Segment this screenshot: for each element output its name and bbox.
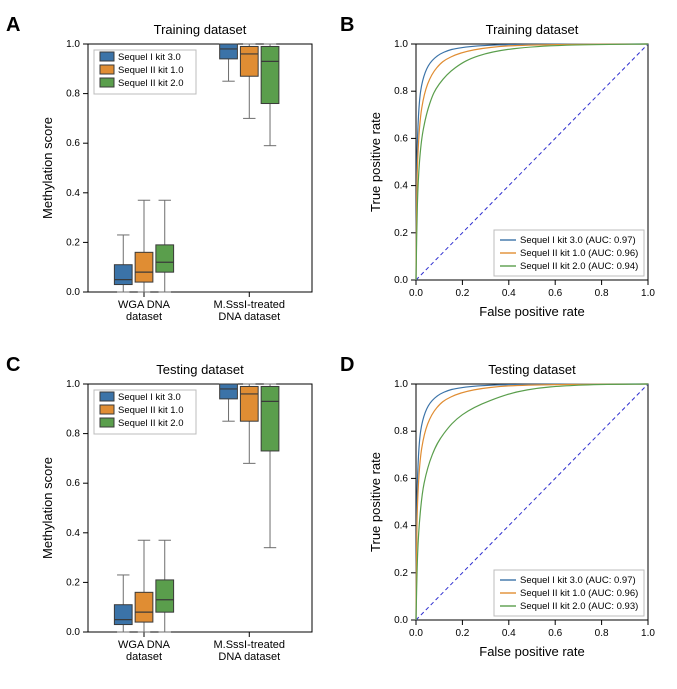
svg-text:WGA DNA: WGA DNA xyxy=(118,639,171,651)
svg-text:0.4: 0.4 xyxy=(502,288,516,299)
boxplot-training: Training dataset 0.0 0.2 0.4 0.6 0.8 1.0 Methyl… xyxy=(26,14,326,334)
svg-text:dataset: dataset xyxy=(126,311,162,323)
svg-text:0.0: 0.0 xyxy=(409,628,423,639)
svg-text:Methylation score: Methylation score xyxy=(40,117,55,219)
svg-text:Sequel II kit 1.0 (AUC: 0.96): Sequel II kit 1.0 (AUC: 0.96) xyxy=(520,588,638,599)
svg-text:Sequel II kit 2.0: Sequel II kit 2.0 xyxy=(118,418,183,429)
svg-text:Training dataset: Training dataset xyxy=(154,22,247,37)
svg-text:0.8: 0.8 xyxy=(595,628,609,639)
svg-text:0.8: 0.8 xyxy=(66,429,80,440)
svg-text:0.6: 0.6 xyxy=(548,628,562,639)
svg-text:0.4: 0.4 xyxy=(394,521,408,532)
svg-text:Sequel II kit 1.0: Sequel II kit 1.0 xyxy=(118,405,183,416)
svg-text:Sequel I kit 3.0 (AUC: 0.97): Sequel I kit 3.0 (AUC: 0.97) xyxy=(520,575,636,586)
svg-text:Sequel II kit 1.0: Sequel II kit 1.0 xyxy=(118,65,183,76)
svg-text:Methylation score: Methylation score xyxy=(40,457,55,559)
svg-text:0.2: 0.2 xyxy=(455,628,469,639)
svg-text:0.8: 0.8 xyxy=(66,89,80,100)
svg-text:1.0: 1.0 xyxy=(394,39,408,50)
roc-testing: Testing dataset 0.0 0.2 0.4 0.6 0.8 1.0 0.0 0.2 0… xyxy=(356,354,666,674)
roc-training: Training dataset 0.0 0.2 0.4 0.6 0.8 1.0 0.0 0.2… xyxy=(356,14,666,334)
svg-text:0.0: 0.0 xyxy=(66,287,80,298)
svg-text:0.6: 0.6 xyxy=(66,478,80,489)
svg-text:WGA DNA: WGA DNA xyxy=(118,299,171,311)
svg-text:0.4: 0.4 xyxy=(394,181,408,192)
svg-text:Sequel I kit 3.0: Sequel I kit 3.0 xyxy=(118,392,181,403)
svg-text:Sequel II kit 1.0 (AUC: 0.96): Sequel II kit 1.0 (AUC: 0.96) xyxy=(520,248,638,259)
svg-text:0.2: 0.2 xyxy=(394,228,408,239)
svg-text:1.0: 1.0 xyxy=(66,379,80,390)
boxplot-testing: Testing dataset 0.0 0.2 0.4 0.6 0.8 1.0 Methyla… xyxy=(26,354,326,674)
svg-text:dataset: dataset xyxy=(126,651,162,663)
svg-text:0.4: 0.4 xyxy=(502,628,516,639)
svg-text:0.6: 0.6 xyxy=(548,288,562,299)
svg-text:Testing dataset: Testing dataset xyxy=(156,362,244,377)
svg-text:0.6: 0.6 xyxy=(394,473,408,484)
svg-text:Sequel II kit 2.0 (AUC: 0.94): Sequel II kit 2.0 (AUC: 0.94) xyxy=(520,261,638,272)
svg-text:0.0: 0.0 xyxy=(409,288,423,299)
svg-text:1.0: 1.0 xyxy=(641,288,655,299)
svg-text:Sequel II kit 2.0: Sequel II kit 2.0 xyxy=(118,78,183,89)
svg-text:False positive rate: False positive rate xyxy=(479,304,585,319)
svg-text:Sequel I kit 3.0 (AUC: 0.97): Sequel I kit 3.0 (AUC: 0.97) xyxy=(520,235,636,246)
svg-text:0.2: 0.2 xyxy=(394,568,408,579)
svg-text:1.0: 1.0 xyxy=(394,379,408,390)
svg-text:0.8: 0.8 xyxy=(394,86,408,97)
svg-text:0.4: 0.4 xyxy=(66,188,80,199)
svg-text:0.0: 0.0 xyxy=(394,615,408,626)
svg-text:DNA dataset: DNA dataset xyxy=(218,651,280,663)
svg-text:0.0: 0.0 xyxy=(394,275,408,286)
panel-label-c: C xyxy=(6,354,20,377)
svg-text:Sequel II kit 2.0 (AUC: 0.93): Sequel II kit 2.0 (AUC: 0.93) xyxy=(520,601,638,612)
svg-text:1.0: 1.0 xyxy=(66,39,80,50)
svg-text:0.6: 0.6 xyxy=(66,138,80,149)
svg-text:0.2: 0.2 xyxy=(455,288,469,299)
svg-text:Testing dataset: Testing dataset xyxy=(488,362,576,377)
svg-text:0.8: 0.8 xyxy=(595,288,609,299)
svg-text:0.2: 0.2 xyxy=(66,577,80,588)
svg-text:0.4: 0.4 xyxy=(66,528,80,539)
svg-text:M.SssI-treated: M.SssI-treated xyxy=(214,299,286,311)
svg-text:0.6: 0.6 xyxy=(394,133,408,144)
svg-text:False positive rate: False positive rate xyxy=(479,644,585,659)
panel-label-a: A xyxy=(6,14,20,37)
svg-text:0.2: 0.2 xyxy=(66,237,80,248)
svg-text:M.SssI-treated: M.SssI-treated xyxy=(214,639,286,651)
svg-text:Training dataset: Training dataset xyxy=(486,22,579,37)
panel-label-b: B xyxy=(340,14,354,37)
svg-text:True positive rate: True positive rate xyxy=(368,112,383,212)
svg-text:True positive rate: True positive rate xyxy=(368,452,383,552)
svg-text:Sequel I kit 3.0: Sequel I kit 3.0 xyxy=(118,52,181,63)
svg-text:0.8: 0.8 xyxy=(394,426,408,437)
svg-text:0.0: 0.0 xyxy=(66,627,80,638)
panel-label-d: D xyxy=(340,354,354,377)
svg-text:DNA dataset: DNA dataset xyxy=(218,311,280,323)
svg-text:1.0: 1.0 xyxy=(641,628,655,639)
